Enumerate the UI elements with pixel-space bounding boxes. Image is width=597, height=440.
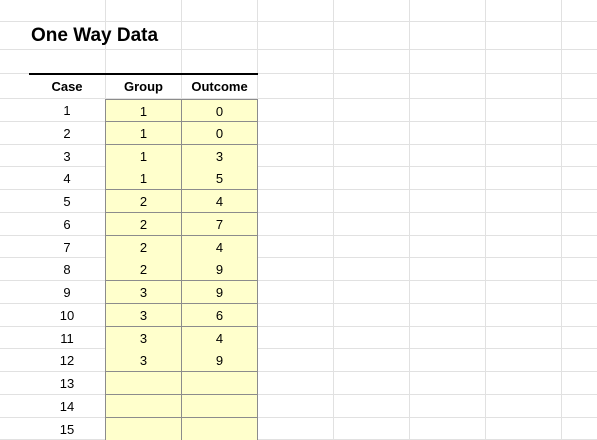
gridline-horizontal (0, 326, 597, 327)
case-cell[interactable]: 4 (63, 171, 71, 186)
outcome-cell[interactable]: 4 (181, 236, 258, 259)
outcome-cell[interactable]: 6 (181, 304, 258, 327)
group-cell[interactable] (105, 418, 182, 440)
gridline-horizontal (0, 144, 597, 145)
group-cell[interactable]: 1 (105, 122, 182, 145)
header-top-border (29, 73, 258, 75)
column-header-outcome[interactable]: Outcome (191, 79, 248, 94)
group-cell[interactable]: 3 (105, 304, 182, 327)
case-cell[interactable]: 3 (63, 149, 71, 164)
gridline-horizontal (0, 98, 597, 99)
group-cell[interactable]: 2 (105, 258, 182, 281)
gridline-horizontal (0, 121, 597, 122)
case-cell[interactable]: 2 (63, 126, 71, 141)
group-cell[interactable]: 3 (105, 281, 182, 304)
outcome-cell[interactable]: 3 (181, 145, 258, 168)
gridline-vertical (561, 0, 562, 440)
gridline-horizontal (0, 348, 597, 349)
gridline-horizontal (0, 417, 597, 418)
outcome-cell[interactable]: 4 (181, 327, 258, 350)
outcome-cell[interactable]: 4 (181, 190, 258, 213)
group-cell[interactable]: 2 (105, 236, 182, 259)
column-header-case[interactable]: Case (51, 79, 83, 94)
case-cell[interactable]: 13 (59, 376, 75, 391)
case-cell[interactable]: 1 (63, 103, 71, 118)
group-cell[interactable]: 2 (105, 190, 182, 213)
case-cell[interactable]: 14 (59, 399, 75, 414)
case-cell[interactable]: 5 (63, 194, 71, 209)
outcome-cell[interactable]: 7 (181, 213, 258, 236)
case-cell[interactable]: 9 (63, 285, 71, 300)
gridline-horizontal (0, 257, 597, 258)
outcome-cell[interactable]: 0 (181, 122, 258, 145)
gridline-vertical (409, 0, 410, 440)
gridline-horizontal (0, 73, 597, 74)
gridline-horizontal (0, 189, 597, 190)
gridline-horizontal (0, 394, 597, 395)
outcome-cell[interactable]: 0 (181, 99, 258, 122)
gridline-horizontal (0, 212, 597, 213)
gridline-horizontal (0, 303, 597, 304)
gridline-horizontal (0, 21, 597, 22)
group-cell[interactable]: 3 (105, 349, 182, 372)
case-cell[interactable]: 6 (63, 217, 71, 232)
gridline-horizontal (0, 49, 597, 50)
case-cell[interactable]: 15 (59, 422, 75, 437)
gridline-horizontal (0, 166, 597, 167)
gridline-horizontal (0, 371, 597, 372)
sheet-title: One Way Data (31, 25, 159, 46)
group-cell[interactable]: 3 (105, 327, 182, 350)
outcome-cell[interactable] (181, 372, 258, 395)
case-cell[interactable]: 7 (63, 240, 71, 255)
outcome-cell[interactable]: 5 (181, 167, 258, 190)
outcome-cell[interactable] (181, 395, 258, 418)
group-cell[interactable]: 1 (105, 99, 182, 122)
gridline-horizontal (0, 280, 597, 281)
group-cell[interactable] (105, 372, 182, 395)
column-header-group[interactable]: Group (124, 79, 163, 94)
case-cell[interactable]: 12 (59, 353, 75, 368)
group-cell[interactable]: 2 (105, 213, 182, 236)
gridline-vertical (333, 0, 334, 440)
group-cell[interactable]: 1 (105, 167, 182, 190)
group-cell[interactable] (105, 395, 182, 418)
outcome-cell[interactable]: 9 (181, 281, 258, 304)
case-cell[interactable]: 8 (63, 262, 71, 277)
case-cell[interactable]: 10 (59, 308, 75, 323)
outcome-cell[interactable]: 9 (181, 349, 258, 372)
outcome-cell[interactable] (181, 418, 258, 440)
group-cell[interactable]: 1 (105, 145, 182, 168)
outcome-cell[interactable]: 9 (181, 258, 258, 281)
case-cell[interactable]: 11 (60, 331, 74, 346)
gridline-horizontal (0, 235, 597, 236)
gridline-vertical (485, 0, 486, 440)
